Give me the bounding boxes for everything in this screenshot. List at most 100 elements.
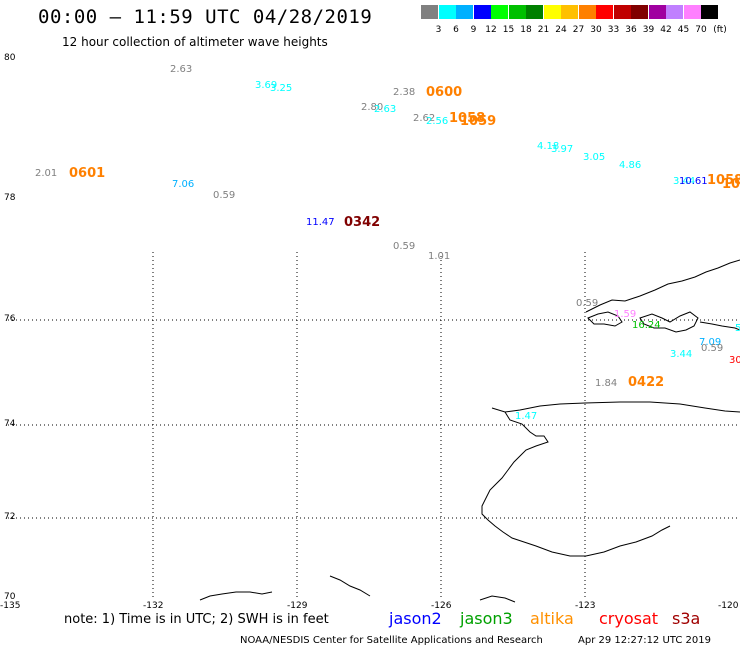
coast-north-shore <box>585 259 740 313</box>
legend-swatch <box>473 5 491 19</box>
wave-height-label: 5 <box>735 323 740 334</box>
legend-level-label: 3 <box>435 25 442 35</box>
legend-swatch <box>508 5 526 19</box>
pass-time-label: 1058 <box>449 111 486 126</box>
legend-level-label: 36 <box>625 25 637 35</box>
graticule <box>8 252 740 598</box>
wave-height-label: 3.44 <box>670 349 693 360</box>
wave-height-label: 2.56 <box>426 116 449 127</box>
lat-label-78: 78 <box>4 193 16 203</box>
legend-swatch <box>613 5 631 19</box>
legend-swatch <box>578 5 596 19</box>
pass-time-label: 106 <box>722 177 740 192</box>
wave-height-label: 0.59 <box>701 343 724 354</box>
wave-height-label: 3.69 <box>255 80 278 91</box>
legend-swatch <box>666 5 683 19</box>
wave-height-label: 1.84 <box>595 378 618 389</box>
wave-height-label: 4.86 <box>619 160 642 171</box>
wave-height-label: 2.63 <box>170 64 193 75</box>
pass-time-label: 0342 <box>344 215 381 230</box>
satellite-name-jason3: jason3 <box>460 609 513 628</box>
legend-swatch <box>421 5 438 19</box>
lon-label-126: -126 <box>431 601 452 611</box>
pass-time-label: 0422 <box>628 375 665 390</box>
legend-swatch <box>561 5 578 19</box>
wave-height-label: 1.59 <box>614 309 637 320</box>
wave-height-label: 3.97 <box>551 144 574 155</box>
wave-height-label: 2.63 <box>374 104 397 115</box>
lat-label-80: 80 <box>4 53 16 63</box>
lon-label-132: -132 <box>143 601 164 611</box>
legend-swatch <box>543 5 561 19</box>
wave-height-label: 4.18 <box>537 141 560 152</box>
page-subtitle: 12 hour collection of altimeter wave hei… <box>62 35 328 49</box>
coast-islands-south <box>199 591 516 603</box>
legend-swatch <box>438 5 456 19</box>
legend-level-label: 18 <box>520 25 532 35</box>
satellite-name-s3a: s3a <box>672 609 701 628</box>
legend-level-label: 27 <box>572 25 585 35</box>
wave-height-label: 2.80 <box>361 102 384 113</box>
coast-island-east <box>587 311 623 327</box>
legend-level-label: 42 <box>660 25 672 35</box>
wave-height-label: 2.38 <box>393 87 416 98</box>
legend-swatch <box>701 5 718 19</box>
legend-swatch <box>596 5 613 19</box>
wave-height-label: 3.05 <box>583 152 606 163</box>
wave-height-label: 3.25 <box>270 83 293 94</box>
wave-height-label: 0.59 <box>576 298 599 309</box>
legend-swatch <box>456 5 473 19</box>
pass-time-label: 1058 <box>707 173 740 188</box>
pass-time-label: 0600 <box>426 85 463 100</box>
lon-label-135: -135 <box>0 601 21 611</box>
wave-height-label: 2.01 <box>35 168 58 179</box>
legend-level-label: 9 <box>470 25 477 35</box>
legend-level-label: 33 <box>607 25 620 35</box>
wave-height-label: 3.44 <box>673 176 696 187</box>
wave-height-label: 11.47 <box>306 217 335 228</box>
wave-height-label: 0.59 <box>213 190 236 201</box>
coast-west-shore <box>481 411 671 557</box>
pass-time-label: 1059 <box>460 114 497 129</box>
legend-level-label: 15 <box>502 25 515 35</box>
wave-height-label: 1.01 <box>428 251 451 262</box>
lat-label-70: 70 <box>4 592 16 602</box>
legend-swatch <box>491 5 508 19</box>
coast-island-bay <box>639 311 699 333</box>
wave-height-label: 16.24 <box>632 320 661 331</box>
lon-label-123: -123 <box>575 601 596 611</box>
coastline <box>199 259 740 603</box>
wave-height-label: 0.59 <box>393 241 416 252</box>
lon-label-120: -120 <box>718 601 739 611</box>
legend-swatch <box>526 5 543 19</box>
legend-level-label: 39 <box>642 25 655 35</box>
lat-label-72: 72 <box>4 512 16 522</box>
satellite-name-cryosat: cryosat <box>599 609 659 628</box>
pass-time-label: 0601 <box>69 166 106 181</box>
wave-height-label: 7.06 <box>172 179 195 190</box>
page-title: 00:00 – 11:59 UTC 04/28/2019 <box>38 6 373 28</box>
legend-level-label: 12 <box>485 25 497 35</box>
coast-east-shore <box>699 321 740 331</box>
satellite-name-altika: altika <box>530 609 574 628</box>
legend-swatch <box>631 5 648 19</box>
lon-label-129: -129 <box>287 601 308 611</box>
legend-level-label: 21 <box>537 25 550 35</box>
legend-swatch <box>648 5 666 19</box>
coast-south-spit <box>329 575 371 597</box>
credit-line: NOAA/NESDIS Center for Satellite Applica… <box>240 635 543 646</box>
wave-height-label: 2.62 <box>413 113 436 124</box>
lat-label-76: 76 <box>4 314 16 324</box>
wave-height-label: 10.61 <box>679 176 708 187</box>
legend-level-label: 45 <box>677 25 690 35</box>
satellite-name-jason2: jason2 <box>389 609 442 628</box>
legend-swatch <box>683 5 701 19</box>
legend-level-label: 70 <box>695 25 707 35</box>
legend-level-label: 6 <box>453 25 459 35</box>
generation-timestamp: Apr 29 12:27:12 UTC 2019 <box>578 635 711 646</box>
coast-mainland <box>491 401 740 413</box>
lat-label-74: 74 <box>4 419 16 429</box>
footnote: note: 1) Time is in UTC; 2) SWH is in fe… <box>64 612 329 627</box>
